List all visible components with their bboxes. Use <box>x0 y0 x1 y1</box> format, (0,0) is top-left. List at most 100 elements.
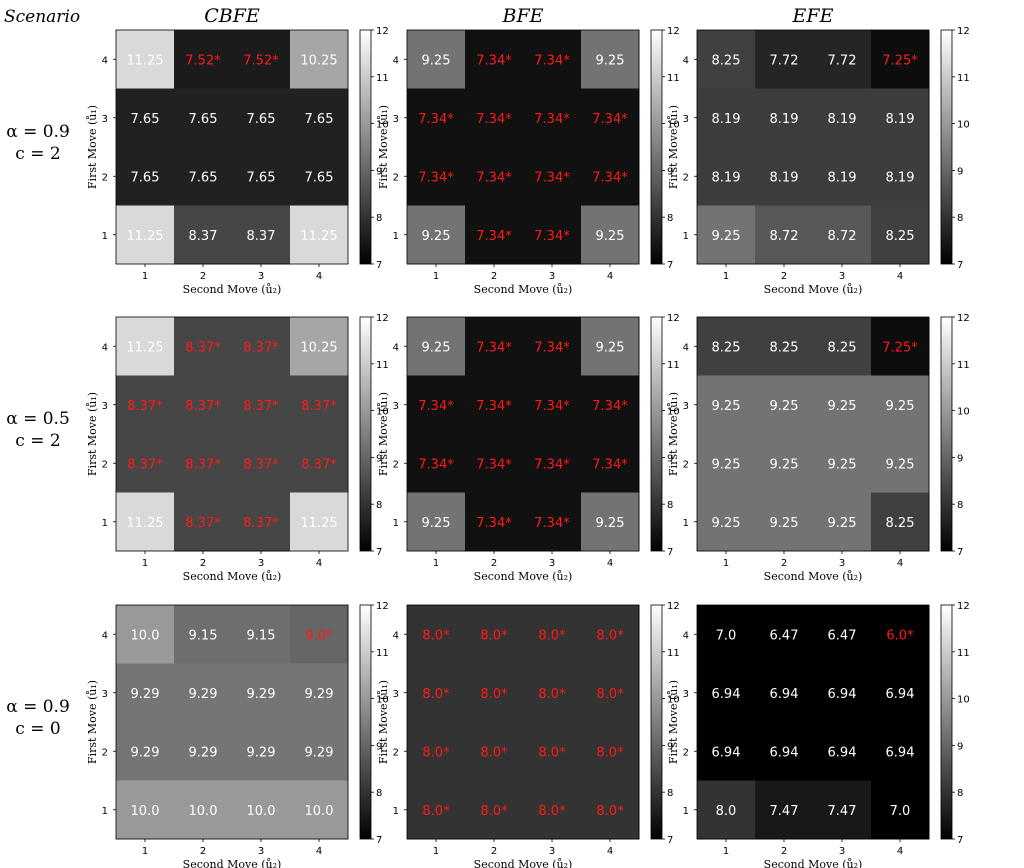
cell-value-label: 9.0* <box>305 628 333 643</box>
heatmap-cell <box>290 722 349 781</box>
colorbar-tick-label: 12 <box>376 313 389 324</box>
cell-value-label: 7.65 <box>131 170 160 185</box>
cell-value-label: 8.0* <box>422 745 450 760</box>
heatmap-cell <box>755 605 814 664</box>
cell-value-label: 7.65 <box>305 170 334 185</box>
heatmap-cell <box>871 780 930 840</box>
y-tick-label: 4 <box>393 55 399 66</box>
cell-value-label: 7.25* <box>882 340 918 355</box>
colorbar-tick-label: 12 <box>957 601 970 612</box>
cell-value-label: 7.52* <box>185 53 221 68</box>
x-tick-label: 3 <box>258 558 264 569</box>
x-tick-label: 4 <box>607 271 613 282</box>
x-tick-label: 3 <box>839 271 845 282</box>
colorbar-tick-label: 11 <box>376 360 389 371</box>
colorbar-tick-label: 10 <box>957 695 970 706</box>
y-tick-label: 2 <box>683 172 689 183</box>
colorbar-tick-label: 12 <box>957 26 970 37</box>
cell-value-label: 9.29 <box>189 745 218 760</box>
cell-value-label: 11.25 <box>126 53 163 68</box>
heatmap-cell <box>116 605 175 664</box>
y-tick-label: 1 <box>393 231 399 242</box>
cell-value-label: 8.0* <box>596 745 624 760</box>
cell-value-label: 8.0* <box>596 804 624 819</box>
cell-value-label: 6.94 <box>828 745 857 760</box>
y-axis-label: First Move (ů₁) <box>86 680 99 764</box>
row-label-alpha: α = 0.9 <box>6 697 70 717</box>
cell-value-label: 9.25 <box>712 516 741 531</box>
cell-value-label: 8.0* <box>538 745 566 760</box>
y-tick-label: 3 <box>393 689 399 700</box>
colorbar-tick-label: 8 <box>957 213 963 224</box>
cell-value-label: 9.15 <box>247 628 276 643</box>
heatmap-cell <box>755 317 814 376</box>
colorbar <box>650 316 663 552</box>
heatmap-cell <box>813 317 872 376</box>
y-tick-label: 3 <box>102 114 108 125</box>
colorbar <box>650 604 663 840</box>
heatmap-cell <box>116 434 175 493</box>
heatmap-cell <box>523 434 582 493</box>
cell-value-label: 7.47 <box>770 804 799 819</box>
cell-value-label: 8.37 <box>189 229 218 244</box>
heatmap-cell <box>174 317 233 376</box>
x-tick-label: 2 <box>781 846 787 857</box>
y-tick-label: 3 <box>393 114 399 125</box>
x-tick-label: 1 <box>433 558 439 569</box>
heatmap-frame <box>115 29 349 265</box>
heatmap-frame <box>406 604 640 840</box>
cell-value-label: 8.37* <box>301 457 337 472</box>
cell-value-label: 9.25 <box>770 516 799 531</box>
cell-value-label: 8.0* <box>480 804 508 819</box>
heatmap-cell <box>871 317 930 376</box>
cell-value-label: 9.29 <box>305 745 334 760</box>
heatmap-frame <box>115 316 349 552</box>
heatmap-cell <box>290 205 349 265</box>
y-tick-label: 1 <box>393 518 399 529</box>
scenario-label: Scenario <box>4 7 80 27</box>
heatmap-cell <box>465 722 524 781</box>
cell-value-label: 11.25 <box>300 516 337 531</box>
colorbar-tick-label: 11 <box>957 73 970 84</box>
heatmap-cell <box>813 780 872 840</box>
y-tick-label: 4 <box>683 55 689 66</box>
row-label-alpha: α = 0.9 <box>6 122 70 142</box>
heatmap-cell <box>697 663 756 723</box>
heatmap-cell <box>174 663 233 723</box>
colorbar <box>359 316 372 552</box>
heatmap-cell <box>116 88 175 148</box>
cell-value-label: 7.65 <box>247 112 276 127</box>
colorbar <box>359 604 372 840</box>
cell-value-label: 8.0* <box>596 687 624 702</box>
heatmap-cell <box>407 205 466 265</box>
colorbar-tick-label: 7 <box>376 547 382 558</box>
cell-value-label: 9.15 <box>189 628 218 643</box>
heatmap-cell <box>465 605 524 664</box>
colorbar <box>650 29 663 265</box>
x-axis-label: Second Move (ů₂) <box>474 283 573 296</box>
heatmap-frame <box>696 604 930 840</box>
heatmap-cell <box>232 434 291 493</box>
colorbar <box>940 604 953 840</box>
cell-value-label: 8.0* <box>480 687 508 702</box>
x-tick-label: 1 <box>433 271 439 282</box>
cell-value-label: 7.25* <box>882 53 918 68</box>
colorbar-tick-label: 9 <box>376 166 382 177</box>
heatmap-cell <box>290 605 349 664</box>
cell-value-label: 6.94 <box>770 745 799 760</box>
cell-value-label: 6.94 <box>712 687 741 702</box>
cell-value-label: 7.34* <box>592 457 628 472</box>
colorbar-tick-label: 8 <box>667 788 673 799</box>
x-tick-label: 2 <box>491 271 497 282</box>
colorbar-tick-label: 9 <box>376 741 382 752</box>
colorbar-tick-label: 7 <box>376 260 382 271</box>
cell-value-label: 8.0* <box>480 628 508 643</box>
heatmap-frame <box>115 604 349 840</box>
colorbar-tick-label: 12 <box>957 313 970 324</box>
cell-value-label: 9.29 <box>305 687 334 702</box>
heatmap-cell <box>813 30 872 89</box>
heatmap-panel: 7.0 6.47 6.47 6.0* 6.94 6.94 6.94 6.94 6.94 6.94 6… <box>667 601 970 868</box>
heatmap-cell <box>871 30 930 89</box>
heatmap-cell <box>755 722 814 781</box>
heatmap-cell <box>697 205 756 265</box>
